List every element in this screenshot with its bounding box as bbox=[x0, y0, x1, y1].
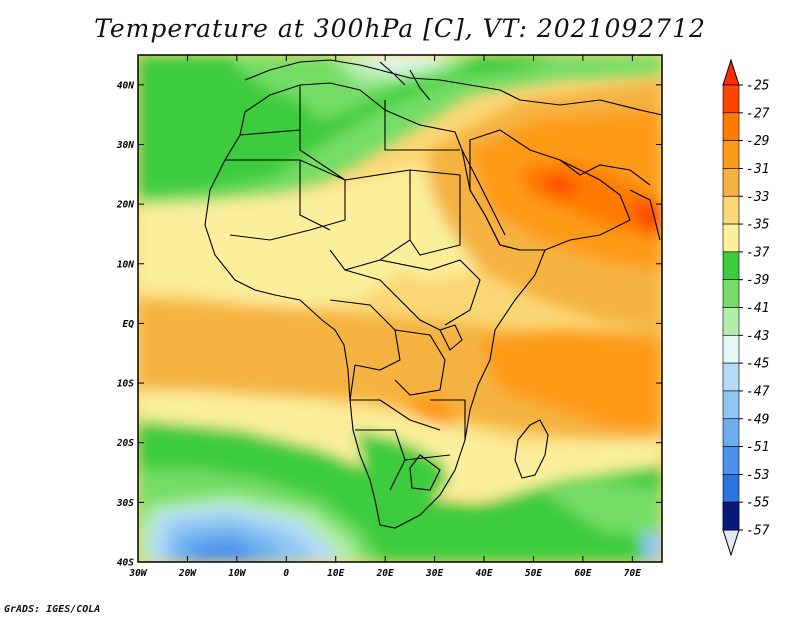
colorbar-label: -47 bbox=[746, 384, 770, 399]
lat-tick-label: 30S bbox=[116, 498, 134, 509]
longitude-axis: 30W 20W 10W 0 10E 20E 30E 40E 50E 60E 70E bbox=[128, 55, 641, 579]
colorbar-swatch bbox=[722, 335, 740, 364]
colorbar-swatch bbox=[722, 279, 740, 308]
colorbar-label: -31 bbox=[746, 162, 769, 177]
colorbar-swatch bbox=[722, 362, 740, 392]
colorbar-label: -41 bbox=[746, 301, 769, 316]
lat-tick-label: 10N bbox=[117, 259, 134, 270]
colorbar-label: -45 bbox=[746, 357, 770, 372]
colorbar-label: -35 bbox=[746, 218, 770, 233]
lon-tick-label: 10W bbox=[228, 568, 246, 579]
latitude-axis: 40N 30N 20N 10N EQ 10S 20S 30S 40S bbox=[116, 80, 662, 569]
colorbar-top-arrow bbox=[722, 58, 740, 86]
colorbar-label: -51 bbox=[746, 440, 769, 455]
lon-tick-label: 0 bbox=[283, 568, 289, 579]
colorbar-label: -27 bbox=[746, 106, 770, 121]
temperature-field bbox=[138, 55, 662, 562]
colorbar-swatch bbox=[722, 195, 740, 225]
colorbar-swatch bbox=[722, 84, 740, 114]
map-title: Temperature at 300hPa [C], VT: 202109271… bbox=[94, 14, 706, 43]
colorbar-swatch bbox=[722, 223, 740, 253]
lat-tick-label: 40S bbox=[117, 558, 134, 569]
colorbar-swatch bbox=[722, 168, 740, 197]
lon-tick-label: 30W bbox=[128, 568, 147, 579]
lon-tick-label: 40E bbox=[475, 568, 492, 579]
colorbar-label: -33 bbox=[746, 190, 769, 205]
lon-tick-label: 20W bbox=[178, 568, 197, 579]
lat-tick-label: 20N bbox=[116, 200, 134, 211]
colorbar-label: -55 bbox=[746, 496, 770, 511]
colorbar-swatch bbox=[722, 251, 740, 280]
coastlines bbox=[204, 59, 662, 529]
lon-tick-label: 60E bbox=[574, 568, 591, 579]
lon-tick-label: 70E bbox=[624, 568, 641, 579]
lat-tick-label: 10S bbox=[117, 379, 134, 390]
colorbar-label: -43 bbox=[746, 329, 769, 344]
colorbar-label: -53 bbox=[746, 468, 769, 483]
colorbar-bottom-arrow bbox=[722, 529, 740, 557]
colorbar-label: -29 bbox=[746, 134, 769, 149]
lon-tick-label: 20E bbox=[376, 568, 394, 579]
lat-tick-label: 40N bbox=[117, 80, 134, 91]
lon-tick-label: 50E bbox=[525, 568, 542, 579]
colorbar-label: -37 bbox=[746, 245, 770, 260]
lat-tick-label: 30N bbox=[116, 140, 134, 151]
footer-credit: GrADS: IGES/COLA bbox=[4, 604, 101, 615]
colorbar-swatch bbox=[722, 140, 740, 169]
lat-tick-label: 20S bbox=[116, 438, 134, 449]
colorbar-swatch bbox=[722, 307, 740, 336]
lat-tick-label: EQ bbox=[123, 319, 135, 330]
colorbar-label: -57 bbox=[746, 524, 770, 539]
colorbar-label: -39 bbox=[746, 273, 769, 288]
colorbar-swatch bbox=[722, 446, 740, 475]
colorbar-swatch bbox=[722, 390, 740, 420]
lon-tick-label: 10E bbox=[327, 568, 344, 579]
colorbar-swatch bbox=[722, 418, 740, 447]
colorbar-swatch bbox=[722, 474, 740, 503]
lon-tick-label: 30E bbox=[425, 568, 443, 579]
colorbar-label: -49 bbox=[746, 412, 769, 427]
colorbar: -25 -27 -29 -31 -33 -35 -37 -39 -41 -43 -45 -47 -49 -… bbox=[722, 58, 770, 557]
colorbar-swatch bbox=[722, 112, 740, 141]
colorbar-label: -25 bbox=[746, 79, 770, 94]
plot-frame bbox=[137, 54, 663, 563]
colorbar-swatch bbox=[722, 501, 740, 531]
